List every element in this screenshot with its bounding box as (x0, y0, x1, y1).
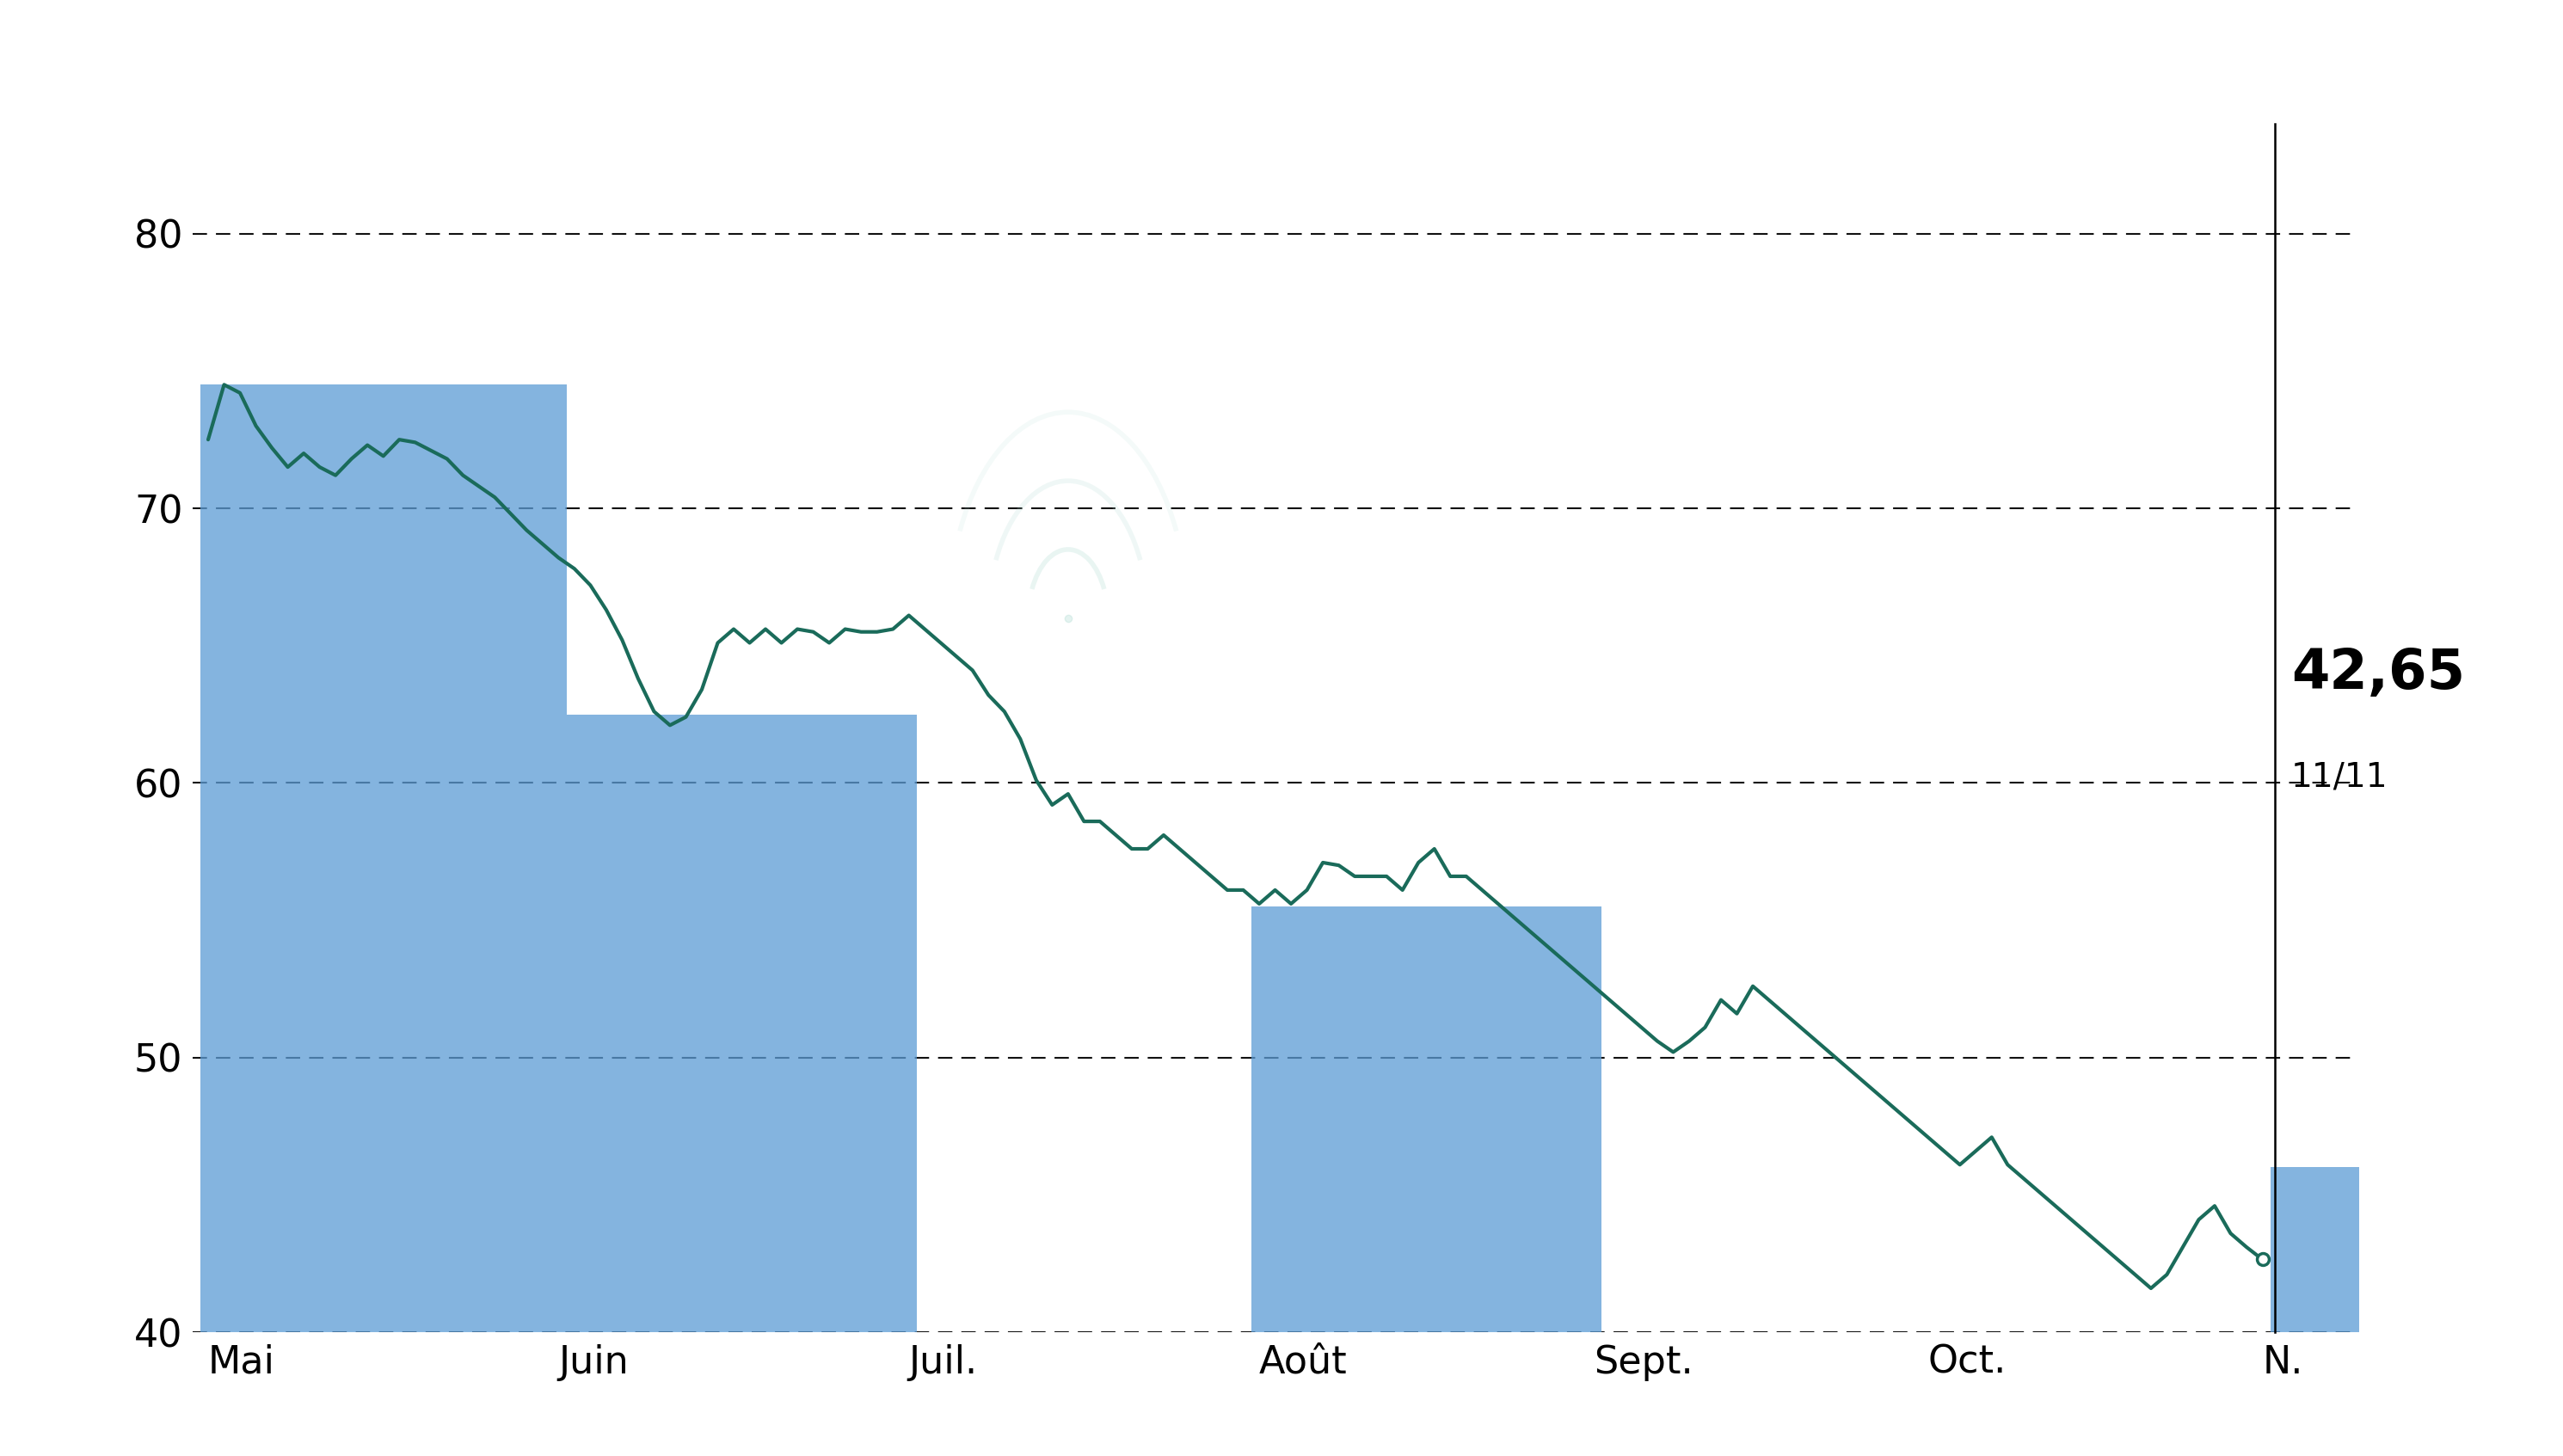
Text: 11/11: 11/11 (2291, 761, 2389, 794)
Text: 42,65: 42,65 (2291, 646, 2466, 700)
Text: Energiekontor AG: Energiekontor AG (759, 23, 1804, 124)
